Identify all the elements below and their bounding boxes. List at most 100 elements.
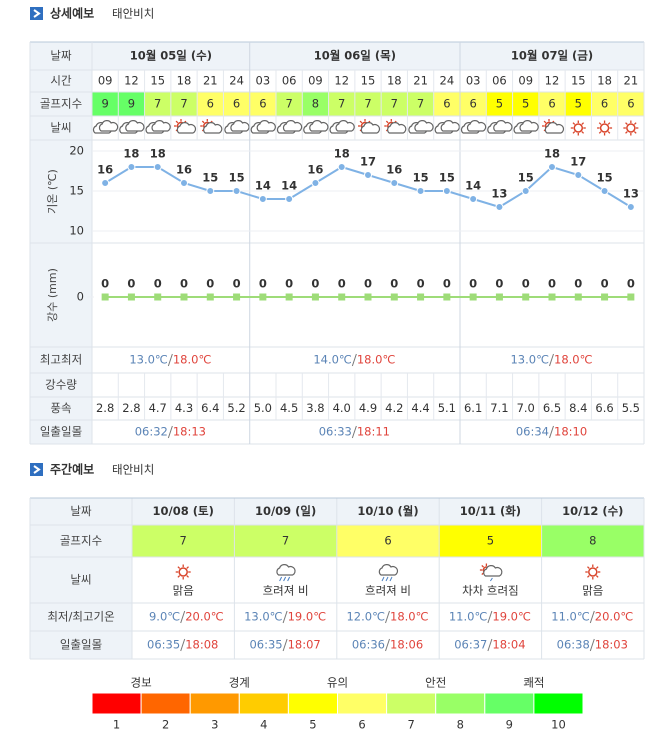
sun-time-first: 06:34 [516, 425, 549, 439]
time-label: 09 [98, 74, 113, 88]
row-label: 날씨 [70, 573, 91, 587]
weekly-header: 주간예보 태안비치 [30, 462, 154, 477]
sun-time-first: 06:32 [135, 425, 168, 439]
day-header: 10/10 (월) [357, 504, 418, 518]
golf-index-value: 5 [575, 97, 582, 111]
point [232, 187, 241, 195]
point [495, 293, 503, 301]
value-label: 0 [627, 277, 635, 291]
value-label: 0 [574, 277, 582, 291]
separator-slash [180, 638, 186, 652]
point [258, 195, 267, 203]
scale-number: 10 [551, 718, 566, 732]
golf-index-cell [617, 92, 644, 116]
wind-speed: 4.2 [385, 401, 403, 415]
point [206, 187, 215, 195]
scale-box [140, 692, 191, 715]
separator-slash [549, 353, 554, 367]
sun-time-second: 18:07 [288, 638, 321, 652]
min-max-second: 20.0℃ [185, 610, 224, 624]
time-label: 18 [597, 74, 612, 88]
point [627, 293, 635, 301]
point [233, 293, 241, 301]
wind-speed: 4.7 [149, 401, 167, 415]
point [574, 171, 583, 179]
weather-icon [200, 119, 223, 134]
cloud [309, 120, 329, 132]
cloud [335, 120, 355, 132]
time-label: 06 [282, 74, 297, 88]
golf-index-cell [460, 92, 487, 116]
weather-icon [384, 119, 407, 134]
y-tick-label: 0 [77, 290, 84, 304]
min-max-first: 14.0℃ [313, 353, 352, 367]
wind-speed: 2.8 [96, 401, 114, 415]
weather-icon [479, 563, 503, 582]
point [416, 187, 425, 195]
cloud [466, 120, 487, 132]
row-label: 날씨 [50, 121, 71, 135]
value-label: 18 [150, 147, 166, 161]
golf-index-cell [486, 92, 513, 116]
row-label: 일출일몰 [60, 638, 102, 652]
time-label: 21 [203, 74, 218, 88]
sun-time-second: 18:10 [554, 425, 587, 439]
golf-index-value: 7 [364, 97, 371, 111]
point [417, 293, 425, 301]
time-label: 06 [492, 74, 507, 88]
weather-text: 맑음 [173, 584, 194, 598]
header-row [92, 42, 644, 70]
sun-time-second: 18:08 [185, 638, 218, 652]
golf-index-cell [381, 92, 408, 116]
sun-time-second: 18:13 [173, 425, 206, 439]
point [522, 293, 530, 301]
scale-box [238, 692, 289, 715]
golf-index-cell [565, 92, 592, 116]
rain-drop [283, 576, 287, 582]
weather-icon [623, 120, 639, 136]
golf-index-cell [118, 92, 145, 116]
separator-slash [282, 610, 288, 624]
min-max-second: 19.0℃ [492, 610, 531, 624]
value-label: 13 [491, 187, 507, 201]
cloud [414, 120, 434, 132]
golf-index-cell [132, 525, 235, 557]
golf-index-value: 7 [154, 97, 161, 111]
point [259, 293, 267, 301]
y-tick-label: 20 [69, 144, 84, 158]
golf-index-cell [276, 92, 303, 116]
min-max-first: 13.0℃ [244, 610, 283, 624]
cloud [440, 120, 460, 132]
wind-speed: 5.2 [227, 401, 245, 415]
value-label: 0 [311, 277, 319, 291]
min-max-second: 18.0℃ [173, 353, 212, 367]
time-label: 12 [545, 74, 560, 88]
cloud [544, 122, 565, 134]
time-label: 12 [124, 74, 139, 88]
wind-speed: 4.3 [175, 401, 193, 415]
sun-ray [186, 575, 189, 578]
time-label: 03 [256, 74, 271, 88]
point [285, 195, 294, 203]
separator-slash [180, 610, 186, 624]
golf-index-cell [591, 92, 618, 116]
wind-speed: 8.4 [569, 401, 587, 415]
golf-index-cell [336, 525, 440, 557]
wind-speed: 6.6 [595, 401, 613, 415]
sun-time-first: 06:33 [319, 425, 352, 439]
scale-group-label: 경계 [229, 676, 250, 690]
time-label: 24 [229, 74, 244, 88]
day-header: 10/12 (수) [562, 504, 623, 518]
point [469, 293, 477, 301]
golf-index-value: 7 [282, 534, 289, 548]
weather-icon [303, 120, 329, 134]
golf-index-value: 6 [233, 97, 240, 111]
section-icon-arrow [33, 465, 41, 474]
golf-index-value: 5 [496, 97, 503, 111]
cloud [493, 120, 513, 132]
sun [573, 123, 584, 133]
scale-number: 9 [506, 718, 513, 732]
sun-time-first: 06:35 [249, 638, 282, 652]
value-label: 17 [360, 155, 376, 169]
point [521, 187, 530, 195]
